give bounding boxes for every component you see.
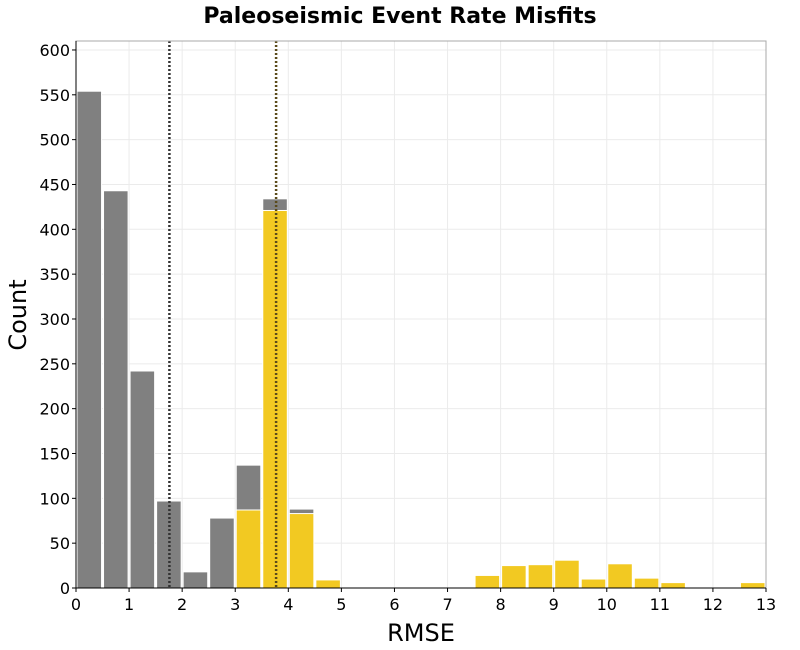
x-tick-label: 9 [549, 595, 559, 614]
histogram-bar [501, 565, 527, 589]
y-tick-label: 350 [39, 265, 70, 284]
histogram-bar [554, 559, 580, 589]
histogram-bar [739, 582, 766, 589]
chart-title: Paleoseismic Event Rate Misfits [203, 4, 596, 29]
reference-lines [168, 41, 278, 588]
y-tick-label: 550 [39, 86, 70, 105]
histogram-bar [607, 563, 633, 589]
histogram-bar [580, 578, 607, 589]
histogram-bar [209, 517, 235, 589]
y-tick-label: 0 [60, 579, 70, 598]
bars [76, 90, 766, 589]
histogram-bar [76, 90, 103, 589]
histogram-bar [235, 509, 262, 589]
y-tick-label: 300 [39, 310, 70, 329]
x-tick-label: 4 [283, 595, 293, 614]
axes [72, 41, 767, 592]
x-tick-label: 0 [71, 595, 81, 614]
y-tick-label: 400 [39, 220, 70, 239]
histogram-bar [288, 513, 315, 589]
y-axis-label: Count [4, 279, 32, 350]
x-tick-label: 3 [230, 595, 240, 614]
y-tick-label: 200 [39, 400, 70, 419]
y-tick-label: 150 [39, 444, 70, 463]
histogram-bar [262, 209, 288, 589]
histogram-bar [315, 579, 341, 589]
x-tick-label: 5 [336, 595, 346, 614]
y-tick-label: 50 [50, 534, 70, 553]
y-tick-label: 500 [39, 131, 70, 150]
x-tick-label: 1 [124, 595, 134, 614]
x-tick-label: 10 [597, 595, 617, 614]
x-tick-label: 7 [442, 595, 452, 614]
histogram-bar [660, 582, 686, 589]
x-tick-label: 13 [756, 595, 776, 614]
x-axis-label: RMSE [387, 619, 455, 647]
histogram-bar [527, 564, 554, 589]
grid-lines [75, 41, 767, 589]
x-tick-label: 2 [177, 595, 187, 614]
plot-background [76, 41, 766, 588]
histogram-bar [103, 190, 129, 589]
y-tick-label: 250 [39, 355, 70, 374]
x-tick-label: 12 [703, 595, 723, 614]
histogram-bar [129, 370, 156, 589]
x-tick-label: 8 [496, 595, 506, 614]
histogram-bar [474, 574, 501, 589]
x-tick-labels: 0 1 2 3 4 5 6 7 8 9 10 11 12 13 [71, 595, 776, 614]
y-tick-label: 450 [39, 175, 70, 194]
histogram-bar [182, 571, 209, 589]
y-tick-label: 600 [39, 41, 70, 60]
y-tick-label: 100 [39, 489, 70, 508]
x-tick-label: 11 [650, 595, 670, 614]
y-tick-labels: 0 50 100 150 200 250 300 350 400 450 500 550 600 [39, 41, 70, 598]
x-tick-label: 6 [389, 595, 399, 614]
histogram-bar [633, 577, 660, 589]
